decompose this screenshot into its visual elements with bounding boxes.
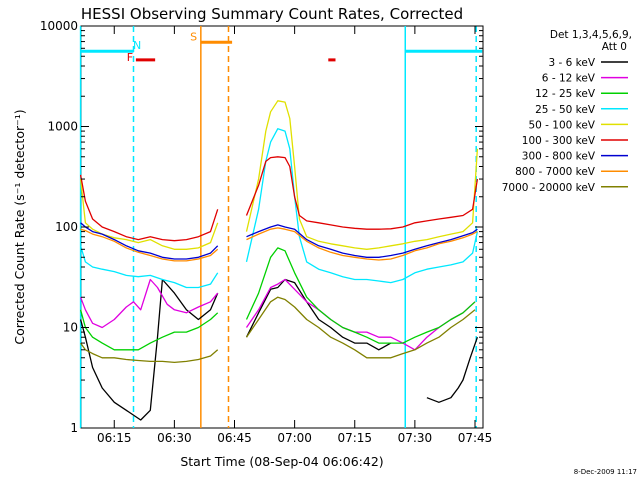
flag-letter: S: [190, 30, 197, 43]
series-line: [79, 174, 219, 242]
legend-label: 25 - 50 keV: [535, 104, 596, 116]
y-tick-label: 1000: [47, 120, 78, 134]
flag-letter: F: [127, 51, 133, 64]
series-3-6-kev: [79, 278, 479, 421]
x-tick-label: 06:30: [157, 431, 192, 445]
legend-label: 3 - 6 keV: [548, 57, 595, 69]
footer-timestamp: 8-Dec-2009 11:17: [574, 468, 637, 476]
series-line: [79, 178, 219, 250]
legend-title-line-1: Det 1,3,4,5,6,9,: [550, 29, 632, 41]
plot-frame: [80, 25, 484, 429]
series-line: [80, 228, 219, 262]
legend-label: 300 - 800 keV: [522, 151, 596, 163]
legend-label: 7000 - 20000 keV: [502, 182, 596, 194]
series-line: [79, 245, 219, 289]
series-6-12-kev: [79, 278, 476, 351]
series-7000-20000-kev: [80, 296, 476, 364]
series-line: [79, 278, 219, 421]
legend-label: 100 - 300 keV: [522, 135, 596, 147]
legend-items: 3 - 6 keV 6 - 12 keV 12 - 25 keV 25 - 50 ke…: [502, 57, 628, 194]
y-tick-label: 1: [70, 421, 78, 435]
series-line: [245, 128, 479, 284]
y-tick-label: 10: [63, 321, 78, 335]
series-line: [426, 336, 479, 403]
plot-area: N S F 06:15 06:30 06:45 07:00 07:15 07:30 07:45 1…: [40, 19, 492, 445]
x-axis-label: Start Time (08-Sep-04 06:06:42): [180, 454, 383, 469]
series-12-25-kev: [79, 247, 476, 351]
x-tick-label: 07:45: [458, 431, 493, 445]
y-tick-label: 100: [55, 220, 78, 234]
series-line: [80, 342, 219, 364]
chart-title: HESSI Observing Summary Count Rates, Cor…: [81, 5, 463, 23]
legend-label: 12 - 25 keV: [535, 88, 596, 100]
flag-letter: N: [133, 39, 141, 52]
series-line: [245, 296, 476, 359]
x-tick-label: 07:15: [337, 431, 372, 445]
series-800-7000-kev: [80, 227, 478, 262]
series-50-100-kev: [79, 100, 479, 250]
series-line: [245, 278, 476, 351]
axis-ticks: 06:15 06:30 06:45 07:00 07:15 07:30 07:45 1 10 10…: [40, 19, 492, 445]
legend-label: 6 - 12 keV: [542, 73, 596, 85]
series-line: [245, 100, 479, 250]
y-axis-label: Corrected Count Rate (s⁻¹ detector⁻¹): [12, 109, 27, 344]
series-line: [80, 222, 219, 260]
x-tick-label: 06:45: [217, 431, 252, 445]
series-line: [246, 224, 478, 258]
series-layer: [79, 100, 479, 421]
series-300-800-kev: [80, 222, 478, 260]
legend: Det 1,3,4,5,6,9, Att 0 3 - 6 keV 6 - 12 k…: [502, 29, 632, 194]
series-25-50-kev: [79, 128, 479, 289]
series-line: [246, 227, 478, 261]
legend-title-line-2: Att 0: [602, 41, 627, 53]
y-tick-label: 10000: [40, 19, 78, 33]
legend-label: 800 - 7000 keV: [515, 166, 596, 178]
legend-label: 50 - 100 keV: [528, 119, 595, 131]
x-tick-label: 07:30: [398, 431, 433, 445]
x-tick-label: 06:15: [97, 431, 132, 445]
flag-annotations: N S F: [79, 26, 483, 428]
series-100-300-kev: [79, 156, 479, 242]
series-line: [245, 156, 479, 230]
series-line: [245, 247, 476, 344]
series-line: [79, 309, 219, 351]
x-tick-label: 07:00: [277, 431, 312, 445]
series-line: [79, 278, 219, 329]
series-line: [245, 278, 392, 351]
